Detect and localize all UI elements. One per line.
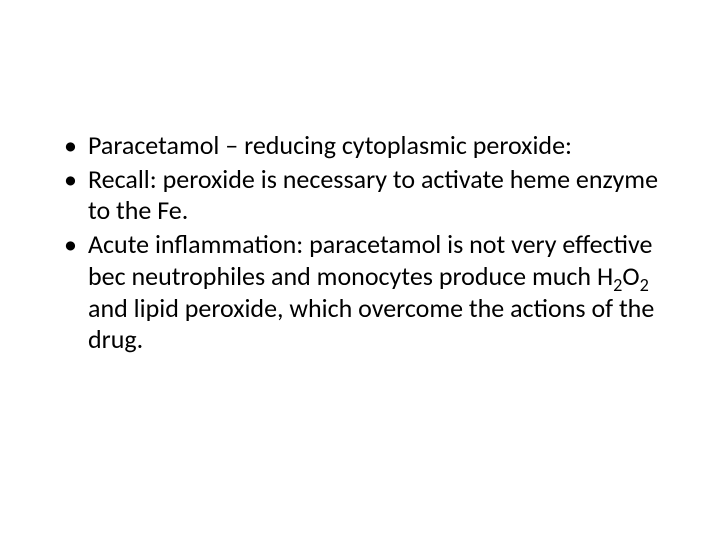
list-item: Acute inflammation: paracetamol is not v… <box>60 229 660 356</box>
bullet-text: Paracetamol – reducing cytoplasmic perox… <box>88 129 572 161</box>
bullet-text: Recall: peroxide is necessary to activat… <box>88 163 658 227</box>
list-item: Paracetamol – reducing cytoplasmic perox… <box>60 130 660 162</box>
bullet-text: Acute inflammation: paracetamol is not v… <box>88 228 654 355</box>
list-item: Recall: peroxide is necessary to activat… <box>60 164 660 227</box>
slide: Paracetamol – reducing cytoplasmic perox… <box>0 0 720 540</box>
bullet-list: Paracetamol – reducing cytoplasmic perox… <box>60 130 660 356</box>
